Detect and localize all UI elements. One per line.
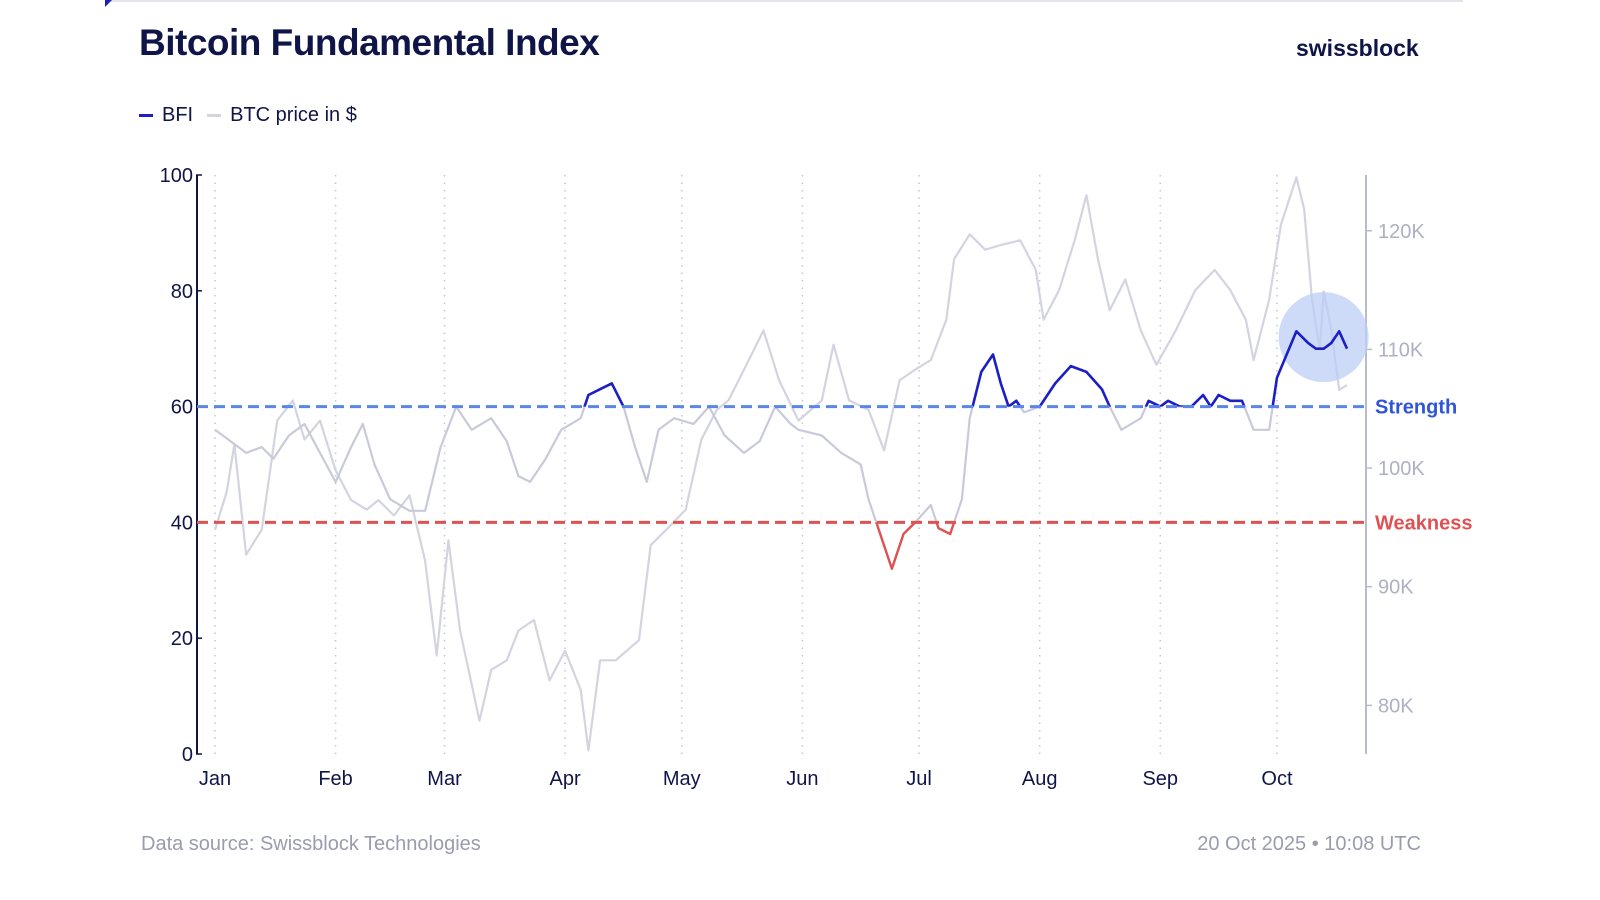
chart-title: Bitcoin Fundamental Index [139,22,600,63]
y-left-tick-label: 0 [182,744,193,766]
x-tick-label: Oct [1261,768,1293,790]
bfi-line-strength [454,330,1349,407]
y-left-tick-label: 40 [171,512,193,534]
y-left-tick-label: 60 [171,397,193,419]
threshold-label-weakness: Weakness [1375,512,1472,534]
btc-price-line [213,176,1348,752]
corner-marker [105,0,112,7]
x-tick-label: Feb [318,768,352,790]
x-tick-label: Mar [427,768,462,790]
legend-item-bfi: BFI [139,104,193,127]
y-right-tick-label: 90K [1378,577,1414,599]
y-left-tick-label: 100 [160,165,193,187]
timestamp: 20 Oct 2025 • 10:08 UTC [1197,833,1421,855]
y-right-tick-label: 80K [1378,695,1414,717]
legend: BFI BTC price in $ [139,104,363,127]
legend-swatch-btc [207,114,222,117]
bfi-line-weakness [875,522,956,570]
y-left-tick-label: 20 [171,628,193,650]
legend-label-btc: BTC price in $ [230,104,357,126]
legend-swatch-bfi [139,114,153,117]
x-tick-label: Aug [1022,768,1058,790]
highlight-circle [1278,292,1369,383]
x-tick-label: Apr [550,768,581,790]
bfi-line-neutral [214,330,1349,570]
x-tick-label: May [663,768,701,790]
data-source: Data source: Swissblock Technologies [141,833,481,855]
y-right-tick-label: 110K [1378,339,1424,361]
x-tick-label: Sep [1142,768,1178,790]
x-tick-label: Jul [906,768,932,790]
legend-item-btc: BTC price in $ [207,104,357,127]
y-right-tick-label: 100K [1378,458,1425,480]
threshold-label-strength: Strength [1375,397,1457,419]
x-tick-label: Jun [786,768,818,790]
y-right-tick-label: 120K [1378,221,1425,243]
brand-logo: swissblock [1296,35,1419,61]
x-tick-label: Jan [199,768,231,790]
y-left-tick-label: 80 [171,281,193,303]
legend-label-bfi: BFI [162,104,194,126]
top-border [108,0,1463,2]
